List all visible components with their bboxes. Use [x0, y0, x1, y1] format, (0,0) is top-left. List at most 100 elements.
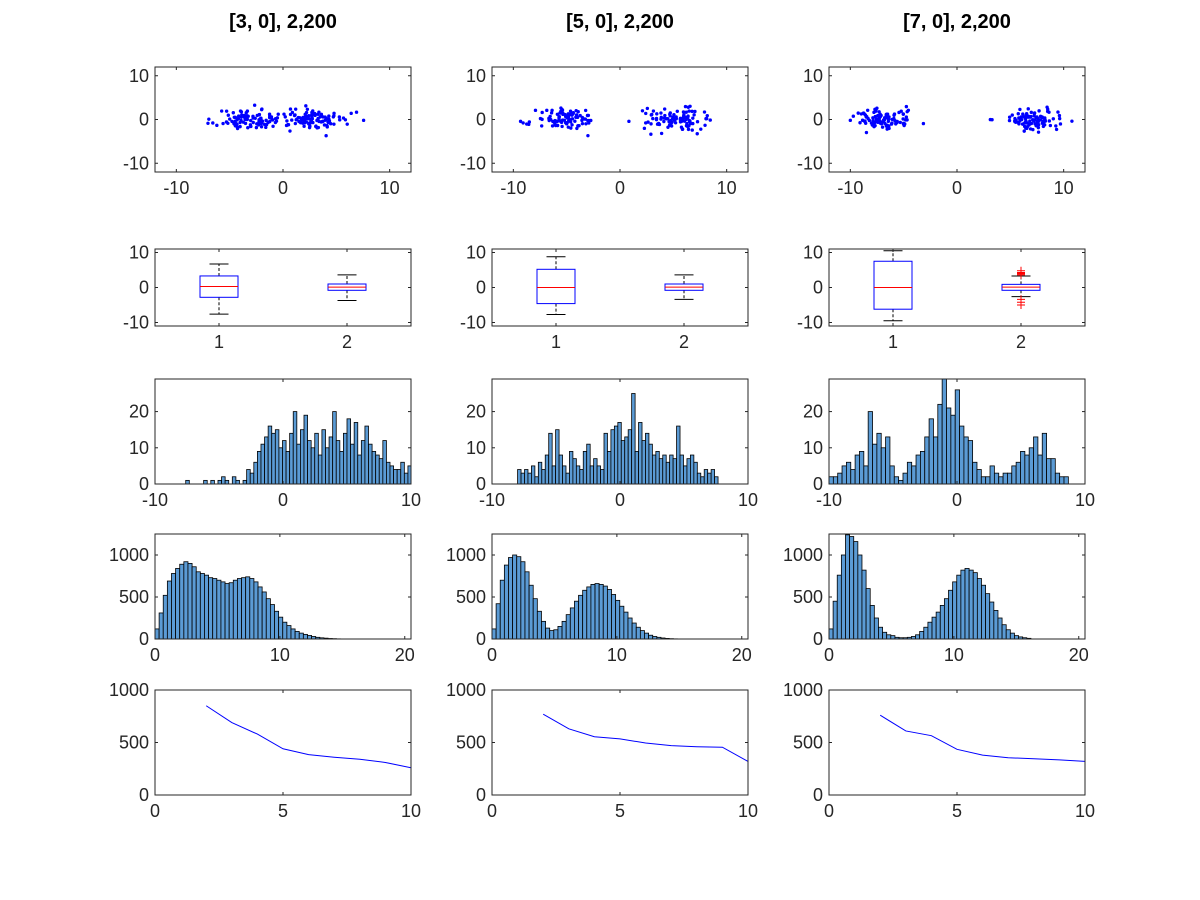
scatter-3-point	[904, 104, 909, 109]
scatter-2-point	[568, 112, 573, 117]
hist-small-2-bar	[613, 425, 619, 484]
scatter-3-point	[890, 117, 894, 122]
scatter-3-point	[1013, 119, 1017, 123]
scatter-1-point	[228, 117, 232, 121]
hist-large-2-bar	[520, 561, 526, 639]
hist-large-2-axes: 0 10 20 0 500 1000	[446, 533, 752, 665]
scatter-2-point	[545, 108, 549, 113]
scatter-1-point	[219, 109, 224, 113]
hist-large-2-ytick-label: 1000	[446, 545, 486, 565]
scatter-3-point	[880, 125, 885, 129]
scatter-2-point	[691, 116, 695, 120]
hist-small-1-bar	[332, 411, 337, 484]
scatter-1-point	[226, 113, 231, 117]
hist-small-1-bar	[310, 447, 316, 484]
boxplot-1-box-1	[199, 263, 239, 315]
hist-large-1-bar	[294, 631, 300, 639]
hist-small-2-bar	[672, 458, 677, 484]
hist-small-2-bar	[600, 469, 605, 484]
hist-large-3-bar	[840, 554, 846, 639]
scatter-3-point	[1036, 121, 1040, 126]
boxplot-1-box-2	[327, 274, 367, 301]
hist-large-3-bar	[985, 593, 991, 639]
line-2-ytick-label: 0	[476, 785, 486, 805]
hist-small-1-bar	[278, 447, 283, 484]
scatter-3-point	[1029, 110, 1034, 115]
hist-large-2-bar	[615, 599, 621, 639]
scatter-2-point	[690, 128, 694, 132]
hist-small-3-bar	[876, 432, 882, 484]
line-2-axes: 0 5 10 0 500 1000	[446, 680, 758, 821]
hist-small-1-bar	[378, 458, 384, 484]
hist-small-1-bar	[224, 479, 230, 484]
scatter-3-point	[873, 107, 877, 112]
hist-large-3-bar	[832, 600, 838, 639]
hist-large-3-bar	[857, 554, 863, 639]
hist-small-2-bar	[638, 422, 643, 484]
scatter-1-point	[310, 110, 314, 115]
hist-small-1-bar	[343, 432, 348, 484]
scatter-3-point	[1033, 122, 1037, 126]
scatter-1-point	[233, 115, 238, 120]
scatter-2-point	[554, 119, 559, 123]
scatter-2-ytick-label: -10	[460, 153, 486, 173]
hist-large-2-bar	[492, 628, 497, 639]
hist-small-3-bar	[898, 479, 904, 484]
scatter-3-point	[901, 117, 905, 121]
scatter-3-xtick-label: 10	[1054, 178, 1074, 198]
hist-large-1-bar	[187, 563, 193, 639]
hist-large-1-bar	[290, 628, 296, 639]
hist-large-1-bar	[253, 581, 259, 639]
scatter-2-point	[582, 117, 587, 121]
hist-small-3-bar	[885, 436, 891, 484]
scatter-3-point	[1017, 120, 1021, 125]
hist-small-3-bar	[928, 418, 934, 484]
hist-small-3-bar	[841, 465, 847, 484]
hist-small-3-bar	[993, 472, 1000, 484]
hist-small-2-bar	[548, 432, 553, 484]
scatter-2-point	[651, 116, 655, 121]
hist-small-3-bar	[946, 407, 952, 484]
scatter-1-point	[349, 111, 353, 116]
hist-large-2-bar	[569, 607, 575, 639]
scatter-1-point	[325, 123, 329, 128]
hist-large-1-ytick-label: 500	[119, 587, 149, 607]
line-3-ytick-label: 0	[813, 785, 823, 805]
hist-small-3-bar	[911, 465, 917, 484]
hist-small-2-bar	[710, 469, 715, 484]
scatter-1-point	[276, 112, 280, 116]
hist-small-2-bar	[582, 451, 588, 484]
hist-small-2-bar	[579, 469, 584, 484]
line-1-axes: 0 5 10 0 500 1000	[109, 680, 421, 821]
scatter-1-xtick-label: -10	[163, 178, 189, 198]
hist-small-3-xtick-label: 0	[952, 490, 962, 510]
hist-large-1-bar	[166, 580, 172, 639]
scatter-3-point	[921, 121, 926, 126]
hist-large-1-bar	[282, 621, 288, 639]
hist-large-2-bar	[574, 600, 579, 639]
hist-large-3-bar	[964, 568, 970, 639]
hist-large-2-bar	[512, 554, 518, 639]
hist-large-2-ytick-label: 0	[476, 629, 486, 649]
hist-large-3-bar	[845, 534, 851, 639]
hist-small-1-bar	[321, 429, 326, 484]
hist-small-1-bar	[353, 422, 359, 484]
scatter-2-point	[651, 109, 656, 113]
hist-small-3-bar	[1015, 461, 1021, 484]
hist-small-3-bar	[919, 451, 926, 484]
scatter-2-point	[566, 115, 570, 119]
scatter-3-point	[858, 121, 862, 125]
hist-small-2-bar	[620, 440, 626, 484]
scatter-3-point	[1040, 115, 1045, 120]
scatter-2-point	[518, 119, 523, 124]
hist-large-2-bar	[644, 632, 649, 639]
scatter-2-point	[659, 111, 663, 115]
line-2-ytick-label: 500	[456, 733, 486, 753]
scatter-1-point	[206, 121, 210, 125]
hist-large-3-plot-area	[829, 534, 1032, 639]
scatter-3-ytick-label: -10	[797, 153, 823, 173]
scatter-3-point	[882, 116, 887, 120]
scatter-3-point	[1028, 119, 1032, 123]
scatter-1-point	[207, 117, 211, 121]
hist-large-2-bar	[594, 583, 600, 639]
